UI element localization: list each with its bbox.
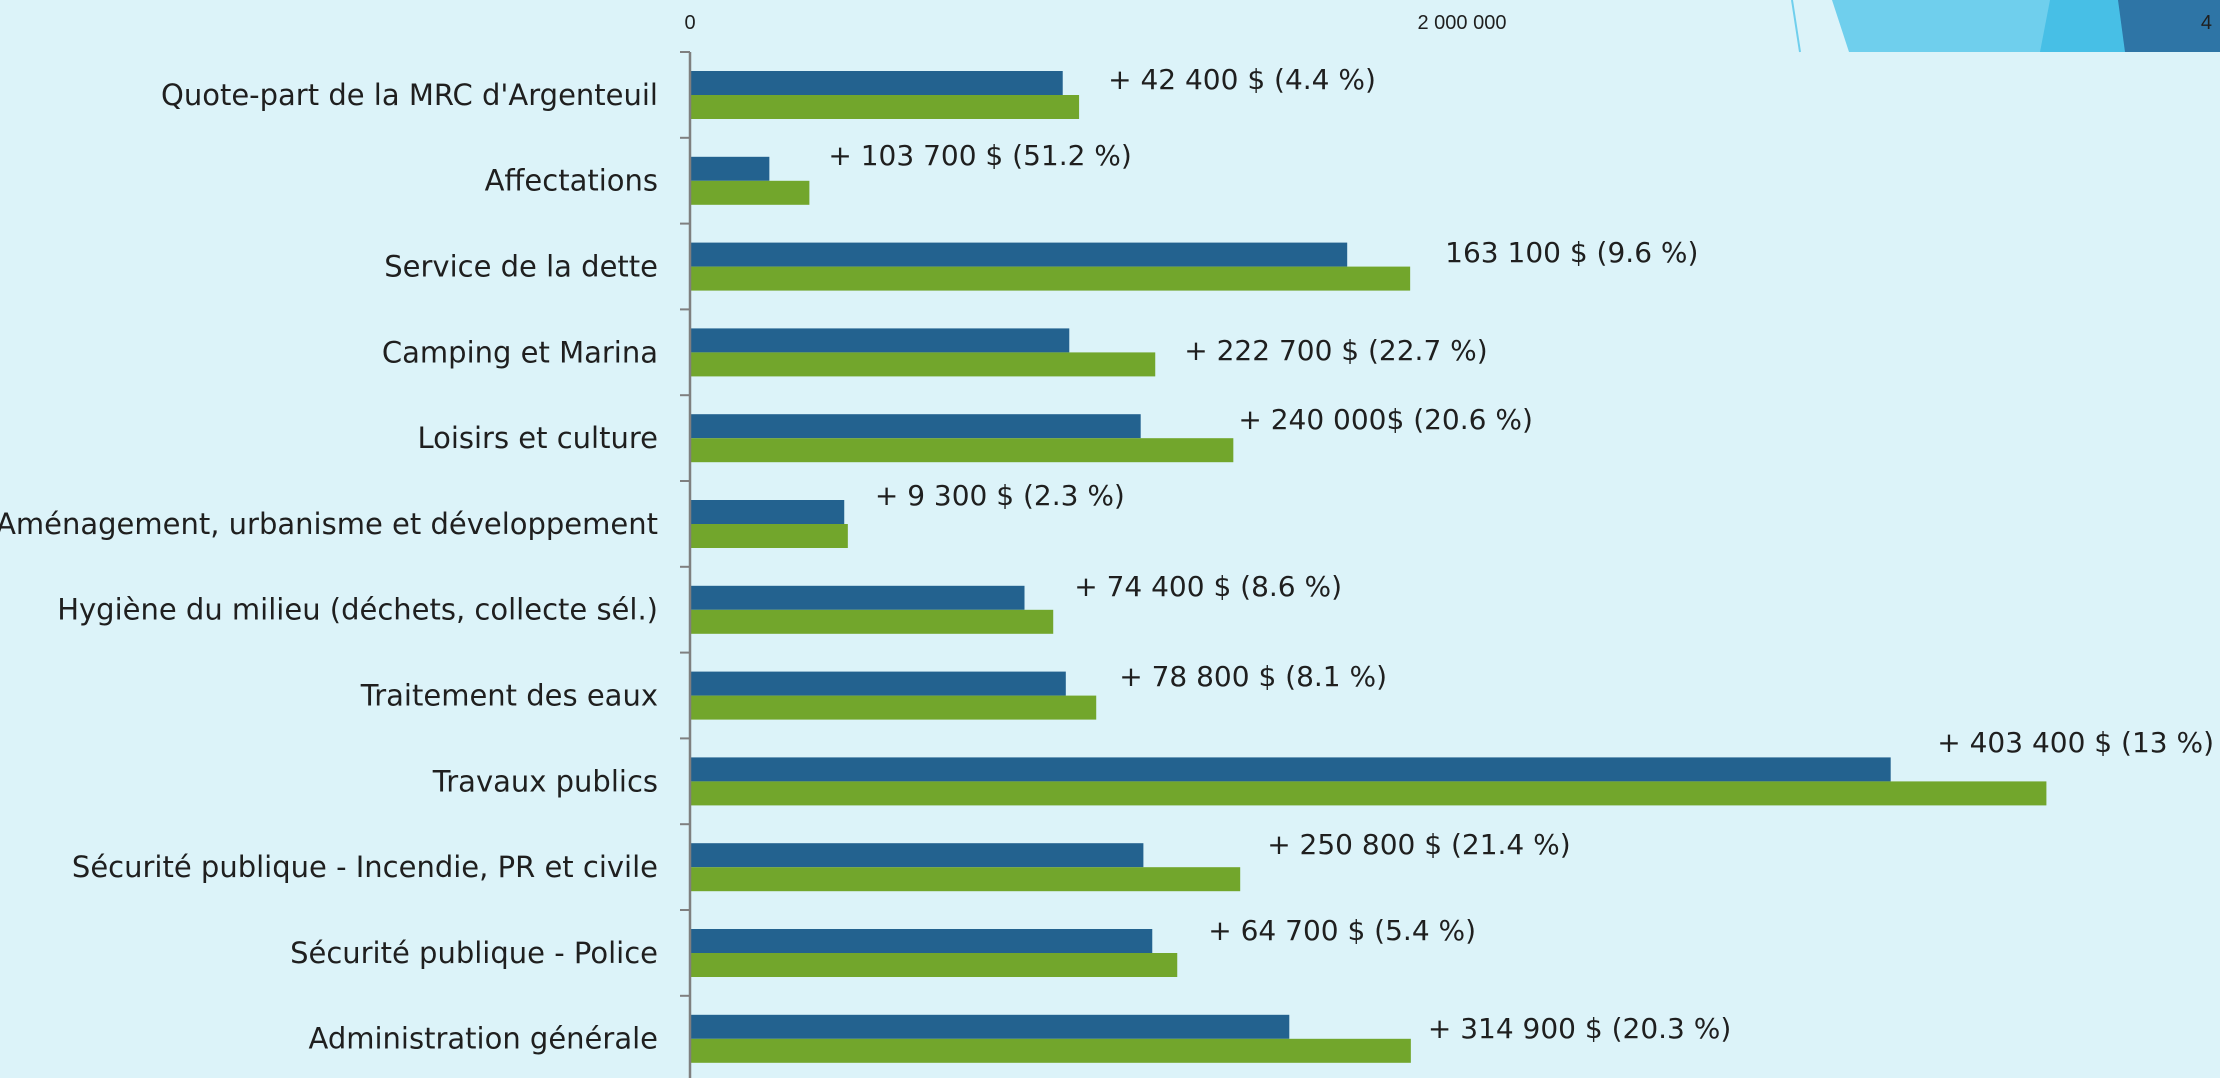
x-tick-label: 2 000 000 bbox=[1418, 12, 1507, 34]
corner-decoration bbox=[1791, 0, 2220, 53]
deco-thin-line bbox=[1791, 0, 1801, 53]
change-annotation: + 42 400 $ (4.4 %) bbox=[1108, 63, 1376, 96]
change-annotation: + 250 800 $ (21.4 %) bbox=[1267, 828, 1570, 861]
y-axis bbox=[680, 51, 692, 1078]
change-annotation: + 64 700 $ (5.4 %) bbox=[1208, 914, 1476, 947]
bars bbox=[691, 71, 2047, 1063]
category-label: Travaux publics bbox=[432, 764, 658, 798]
previous-year-bar bbox=[691, 843, 1144, 868]
change-annotation: + 103 700 $ (51.2 %) bbox=[828, 139, 1131, 172]
change-annotation: + 9 300 $ (2.3 %) bbox=[875, 479, 1125, 512]
previous-year-bar bbox=[691, 585, 1025, 610]
current-year-bar bbox=[691, 352, 1156, 377]
previous-year-bar bbox=[691, 500, 845, 524]
category-label: Hygiène du milieu (déchets, collecte sél… bbox=[57, 593, 658, 627]
current-year-bar bbox=[691, 867, 1241, 892]
page-number: 4 bbox=[2201, 12, 2212, 34]
current-year-bar bbox=[691, 95, 1080, 119]
previous-year-bar bbox=[691, 242, 1348, 267]
change-annotation: + 78 800 $ (8.1 %) bbox=[1119, 660, 1387, 693]
change-annotation: + 222 700 $ (22.7 %) bbox=[1184, 334, 1487, 367]
previous-year-bar bbox=[691, 757, 1891, 782]
deco-shape-dark bbox=[2118, 0, 2220, 52]
current-year-bar bbox=[691, 1038, 1411, 1063]
previous-year-bar bbox=[691, 1014, 1290, 1039]
change-annotation: + 74 400 $ (8.6 %) bbox=[1074, 570, 1342, 603]
change-annotation: + 403 400 $ (13 %) bbox=[1937, 726, 2214, 759]
previous-year-bar bbox=[691, 328, 1070, 353]
category-label: Sécurité publique - Police bbox=[290, 936, 658, 970]
previous-year-bar bbox=[691, 414, 1141, 439]
previous-year-bar bbox=[691, 71, 1063, 95]
change-annotation: + 240 000$ (20.6 %) bbox=[1238, 403, 1533, 436]
category-label: Camping et Marina bbox=[382, 335, 658, 369]
previous-year-bar bbox=[691, 929, 1153, 953]
current-year-bar bbox=[691, 438, 1234, 463]
category-label: Traitement des eaux bbox=[360, 679, 658, 713]
current-year-bar bbox=[691, 524, 848, 548]
current-year-bar bbox=[691, 953, 1178, 977]
x-axis-ticks: 0 2 000 000 bbox=[684, 12, 1506, 34]
annotations: + 42 400 $ (4.4 %) + 103 700 $ (51.2 %) 16… bbox=[828, 63, 2214, 1045]
previous-year-bar bbox=[691, 671, 1066, 696]
category-label: Affectations bbox=[485, 164, 658, 198]
category-label: Service de la dette bbox=[384, 250, 658, 284]
category-label: Sécurité publique - Incendie, PR et civi… bbox=[72, 850, 658, 884]
x-tick-label: 0 bbox=[684, 12, 695, 34]
change-annotation: 163 100 $ (9.6 %) bbox=[1445, 236, 1698, 269]
current-year-bar bbox=[691, 180, 810, 205]
category-label: Loisirs et culture bbox=[417, 421, 658, 455]
current-year-bar bbox=[691, 266, 1411, 291]
current-year-bar bbox=[691, 609, 1054, 634]
category-label: Administration générale bbox=[309, 1022, 659, 1056]
category-label: Aménagement, urbanisme et développement bbox=[0, 507, 658, 541]
category-labels: Quote-part de la MRC d'Argenteuil Affecta… bbox=[0, 78, 658, 1056]
change-annotation: + 314 900 $ (20.3 %) bbox=[1428, 1012, 1731, 1045]
category-label: Quote-part de la MRC d'Argenteuil bbox=[161, 78, 658, 112]
previous-year-bar bbox=[691, 156, 770, 181]
current-year-bar bbox=[691, 781, 2047, 806]
current-year-bar bbox=[691, 695, 1097, 720]
